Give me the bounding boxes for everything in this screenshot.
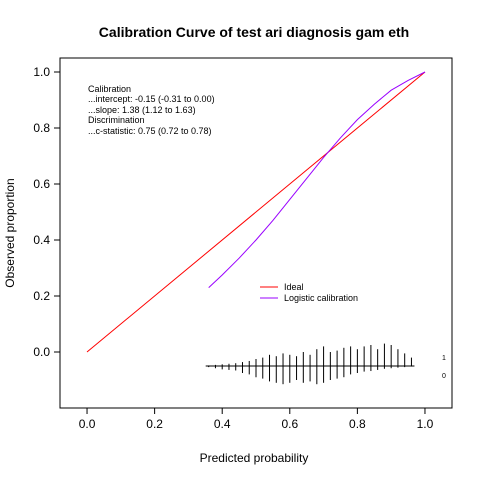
y-tick-label-4: 0.8 (33, 121, 50, 135)
y-tick-label-3: 0.6 (33, 177, 50, 191)
legend-label-logistic: Logistic calibration (284, 293, 358, 303)
stats-annotation: Calibration ...intercept: -0.15 (-0.31 t… (88, 84, 215, 136)
y-axis: 0.0 0.2 0.4 0.6 0.8 1.0 (33, 65, 60, 359)
rug-layer (206, 344, 415, 385)
series-line-logistic (209, 72, 425, 288)
x-tick-label-5: 1.0 (417, 417, 434, 431)
rug-label-nonevent: 0 (442, 373, 446, 380)
stats-line-3: ...slope: 1.38 (1.12 to 1.63) (88, 105, 196, 115)
x-axis-label: Predicted probability (200, 451, 309, 465)
stats-line-5: ...c-statistic: 0.75 (0.72 to 0.78) (88, 126, 212, 136)
legend: Ideal Logistic calibration (260, 282, 358, 303)
rug-label-event: 1 (442, 355, 446, 362)
y-axis-label: Observed proportion (3, 178, 17, 287)
stats-line-4: Discrimination (88, 115, 145, 125)
y-tick-label-2: 0.4 (33, 233, 50, 247)
legend-label-ideal: Ideal (284, 282, 304, 292)
y-tick-label-0: 0.0 (33, 345, 50, 359)
x-axis: 0.0 0.2 0.4 0.6 0.8 1.0 (79, 408, 434, 431)
stats-line-2: ...intercept: -0.15 (-0.31 to 0.00) (88, 94, 215, 104)
x-tick-label-4: 0.8 (349, 417, 366, 431)
y-tick-label-1: 0.2 (33, 289, 50, 303)
stats-line-1: Calibration (88, 84, 131, 94)
x-tick-label-0: 0.0 (79, 417, 96, 431)
x-tick-label-1: 0.2 (146, 417, 163, 431)
chart-title: Calibration Curve of test ari diagnosis … (99, 24, 409, 40)
y-tick-label-5: 1.0 (33, 65, 50, 79)
x-tick-label-3: 0.6 (281, 417, 298, 431)
x-tick-label-2: 0.4 (214, 417, 231, 431)
